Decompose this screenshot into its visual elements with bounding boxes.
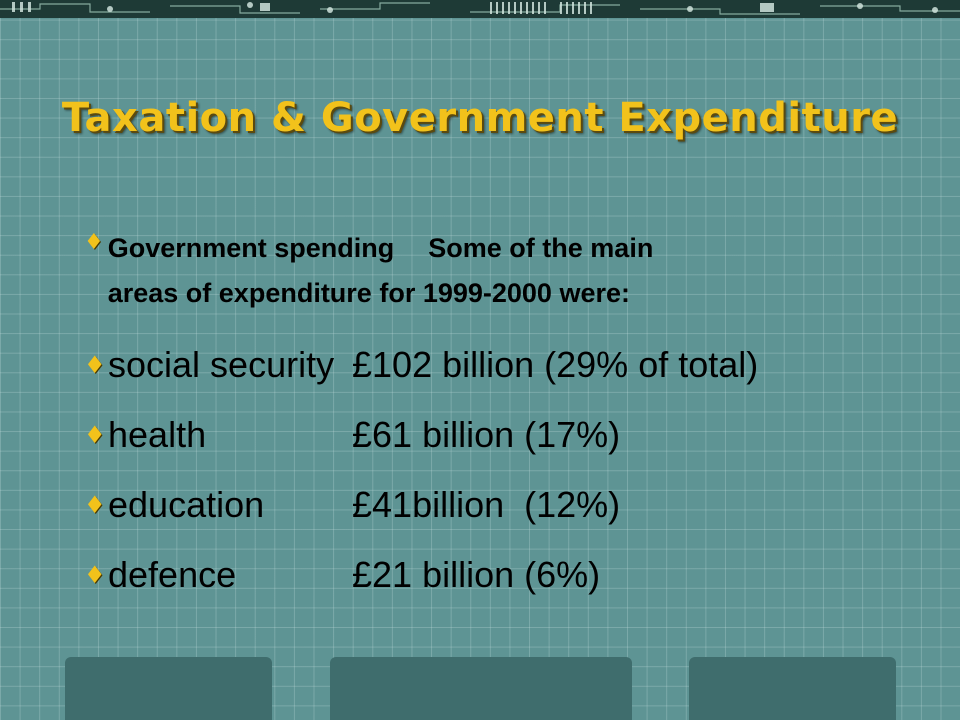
diamond-bullet-icon: ♦ (84, 561, 106, 589)
item-name: health (108, 414, 207, 455)
circuit-board-banner (0, 0, 960, 18)
diamond-bullet-icon: ♦ (84, 491, 106, 519)
footer-panel-left (65, 657, 272, 720)
slide-title: Taxation & Government Expenditure (61, 95, 899, 141)
item-value: £61 billion (17%) (352, 414, 621, 455)
intro-text: Government spending Some of the main area… (108, 226, 654, 316)
item-value: £102 billion (29% of total) (352, 344, 759, 385)
intro-label: Government spending (107, 233, 395, 263)
diamond-bullet-icon: ♦ (84, 230, 104, 255)
list-item: ♦ social security £102 billion (29% of t… (84, 330, 904, 400)
item-value: £21 billion (6%) (352, 554, 601, 595)
list-item: ♦ health £61 billion (17%) (84, 400, 904, 470)
item-value: £41billion (12%) (352, 484, 621, 525)
item-name: defence (108, 554, 237, 595)
intro-line-1: Some of the main (428, 233, 654, 263)
expenditure-list: ♦ social security £102 billion (29% of t… (84, 330, 904, 610)
footer-panel-right (689, 657, 896, 720)
list-item: ♦ defence £21 billion (6%) (84, 540, 904, 610)
circuit-pattern-icon (0, 0, 960, 18)
list-item: ♦ education £41billion (12%) (84, 470, 904, 540)
item-name: social security (108, 344, 335, 385)
item-name: education (108, 484, 265, 525)
diamond-bullet-icon: ♦ (84, 351, 106, 379)
intro-paragraph: ♦ Government spending Some of the main ar… (84, 226, 884, 316)
diamond-bullet-icon: ♦ (84, 421, 106, 449)
intro-line-2: areas of expenditure for 1999-2000 were: (107, 278, 630, 308)
footer-panel-center (330, 657, 632, 720)
